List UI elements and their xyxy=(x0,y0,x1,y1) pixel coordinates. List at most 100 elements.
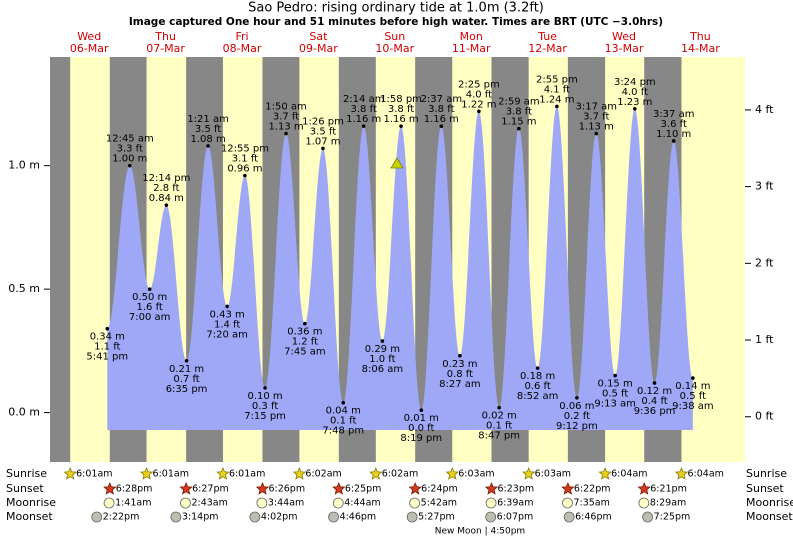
event-time: 6:27pm xyxy=(192,484,229,495)
tide-label: 0.2 ft xyxy=(564,411,590,422)
tide-label: 9:36 pm xyxy=(634,406,676,417)
tide-label: 1:58 pm xyxy=(380,94,422,105)
event-time: 6:22pm xyxy=(574,484,611,495)
moon-icon xyxy=(409,497,421,509)
row-label: Moonset xyxy=(6,510,53,523)
tide-label: 0.84 m xyxy=(149,193,184,204)
tide-label: 8:19 pm xyxy=(400,433,442,444)
event-time: 6:04am xyxy=(688,469,724,480)
event-time: 6:21pm xyxy=(650,484,687,495)
tide-label: 1.22 m xyxy=(461,99,496,110)
date-label: 12-Mar xyxy=(528,42,567,55)
moon-icon xyxy=(563,511,575,523)
tide-point xyxy=(164,203,169,207)
moon-icon xyxy=(180,497,191,509)
row-label: Sunset xyxy=(6,482,44,495)
moon-icon xyxy=(103,497,115,509)
weekday-label: Sun xyxy=(384,30,405,43)
moon-phase: New Moon | 4:50pm xyxy=(435,527,525,537)
tide-label: 2:25 pm xyxy=(458,79,500,90)
tide-label: 0.5 ft xyxy=(602,389,628,400)
tide-label: 3.5 ft xyxy=(310,126,336,137)
row-label: Sunrise xyxy=(6,467,47,480)
sun-icon xyxy=(103,481,117,495)
sun-icon xyxy=(484,481,499,495)
tide-label: 1.6 ft xyxy=(137,302,163,313)
moon-icon xyxy=(170,511,182,523)
tide-label: 2:55 pm xyxy=(536,74,578,85)
tide-label: 0.0 ft xyxy=(408,423,434,434)
sun-icon xyxy=(598,466,612,480)
event-time: 2:43am xyxy=(191,498,227,509)
y-tick-label: 1.0 m xyxy=(8,159,40,172)
tide-label: 9:38 am xyxy=(672,401,714,412)
moon-icon xyxy=(485,511,497,523)
tide-label: 1.00 m xyxy=(112,154,147,165)
tide-label: 1.16 m xyxy=(424,114,459,125)
tide-label: 3:17 am xyxy=(575,102,617,113)
tide-label: 1.08 m xyxy=(191,134,226,145)
tide-label: 0.96 m xyxy=(227,164,262,175)
tide-label: 0.14 m xyxy=(675,381,710,392)
date-label: 07-Mar xyxy=(146,42,185,55)
sun-icon xyxy=(674,466,689,480)
event-time: 6:07pm xyxy=(497,512,534,523)
tide-label: 8:47 pm xyxy=(478,431,520,442)
tide-label: 4.0 ft xyxy=(622,87,648,98)
sun-icon xyxy=(292,466,307,480)
tide-point xyxy=(303,321,307,326)
tide-point xyxy=(439,124,444,128)
row-label: Sunset xyxy=(746,482,784,495)
tide-label: 0.43 m xyxy=(210,309,245,320)
event-time: 6:28pm xyxy=(116,484,153,495)
moon-icon xyxy=(406,511,418,523)
tide-label: 3.5 ft xyxy=(195,124,221,135)
y-tick-label: 0.0 m xyxy=(8,406,40,419)
tide-label: 0.36 m xyxy=(287,327,322,338)
event-time: 4:46pm xyxy=(340,512,377,523)
tide-label: 3.8 ft xyxy=(351,104,377,115)
event-time: 6:01am xyxy=(153,469,189,480)
tide-label: 0.21 m xyxy=(169,364,204,375)
tide-point xyxy=(127,163,132,168)
row-label: Sunrise xyxy=(746,467,787,480)
tide-point xyxy=(147,287,152,291)
tide-label: 0.6 ft xyxy=(524,381,550,392)
event-time: 6:03am xyxy=(535,469,571,480)
tide-label: 7:45 am xyxy=(284,347,326,358)
tide-point xyxy=(321,146,325,151)
tide-point xyxy=(380,339,385,343)
tide-label: 12:14 pm xyxy=(142,173,190,184)
weekday-label: Mon xyxy=(460,30,483,43)
weekday-label: Wed xyxy=(77,30,101,43)
date-label: 11-Mar xyxy=(452,42,491,55)
tide-point xyxy=(206,144,210,148)
weekday-label: Sat xyxy=(309,30,328,43)
y2-tick-label: 0 ft xyxy=(755,410,774,423)
weekday-label: Wed xyxy=(612,30,636,43)
event-time: 6:03am xyxy=(458,469,494,480)
tide-label: 0.5 ft xyxy=(680,391,706,402)
date-label: 10-Mar xyxy=(375,42,414,55)
tide-label: 3:37 am xyxy=(653,109,695,120)
y2-tick-label: 1 ft xyxy=(755,333,774,346)
sun-icon xyxy=(179,481,193,495)
tide-label: 1.23 m xyxy=(617,97,652,108)
date-label: 14-Mar xyxy=(681,42,720,55)
tide-label: 9:12 pm xyxy=(556,421,598,432)
event-time: 6:04am xyxy=(611,469,647,480)
event-time: 6:02am xyxy=(305,469,341,480)
tide-point xyxy=(105,326,110,331)
date-label: 13-Mar xyxy=(605,42,644,55)
y-tick-label: 0.5 m xyxy=(8,282,40,295)
tide-point xyxy=(497,405,501,410)
event-time: 8:29am xyxy=(650,498,686,509)
sun-icon xyxy=(63,466,77,480)
tide-label: 3.7 ft xyxy=(273,112,299,123)
y2-tick-label: 2 ft xyxy=(755,256,774,269)
tide-label: 1:21 am xyxy=(187,114,229,125)
event-time: 6:24pm xyxy=(421,484,458,495)
tide-point xyxy=(243,173,247,178)
tide-label: 0.02 m xyxy=(482,411,517,422)
